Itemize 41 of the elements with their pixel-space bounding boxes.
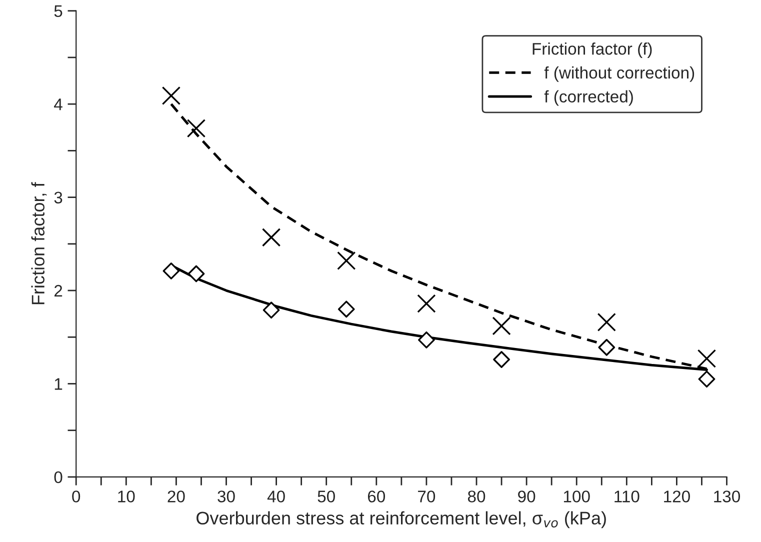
point — [338, 300, 355, 318]
x-tick-label: 0 — [72, 490, 80, 502]
point — [262, 302, 280, 319]
x-tick-label: 130 — [714, 490, 740, 502]
x-tick-label: 80 — [468, 490, 486, 502]
point — [598, 338, 616, 356]
y-tick-label: 5 — [54, 5, 62, 18]
point — [262, 228, 281, 247]
point — [186, 118, 206, 138]
x-tick-label: 30 — [218, 490, 235, 502]
x-tick-label: 40 — [267, 490, 285, 502]
point — [188, 265, 205, 282]
x-tick-label: 60 — [368, 490, 386, 502]
x-tick-label: 110 — [614, 490, 640, 502]
point — [418, 331, 435, 348]
x-tick-label: 100 — [564, 490, 590, 502]
y-tick-label: 0 — [54, 471, 62, 484]
y-tick-label: 2 — [54, 284, 62, 297]
point — [493, 351, 510, 368]
x-tick-label: 50 — [318, 490, 335, 502]
point — [697, 349, 716, 368]
x-tick-label: 10 — [118, 490, 135, 502]
y-tick-label: 1 — [54, 378, 62, 390]
x-tick-label: 70 — [418, 490, 436, 502]
point — [162, 86, 181, 106]
point — [162, 262, 180, 280]
x-tick-label: 120 — [664, 490, 690, 502]
y-axis-title: Friction factor, f — [31, 182, 47, 304]
y-tick-label: 3 — [54, 192, 62, 204]
x-tick-label: 20 — [168, 490, 185, 502]
point — [492, 316, 511, 336]
y-tick-label: 4 — [54, 98, 62, 110]
x-tick-label: 90 — [518, 490, 536, 502]
legend-label: f (without correction) — [544, 66, 694, 82]
point — [337, 251, 356, 270]
x-axis-title: Overburden stress at reinforcement level, σ$_{vo}$ (kPa) — [196, 511, 606, 528]
point — [597, 312, 616, 332]
point — [698, 370, 716, 388]
legend-title: Friction factor (f) — [532, 42, 652, 58]
point — [417, 294, 436, 313]
legend-label: f (corrected) — [544, 90, 633, 106]
